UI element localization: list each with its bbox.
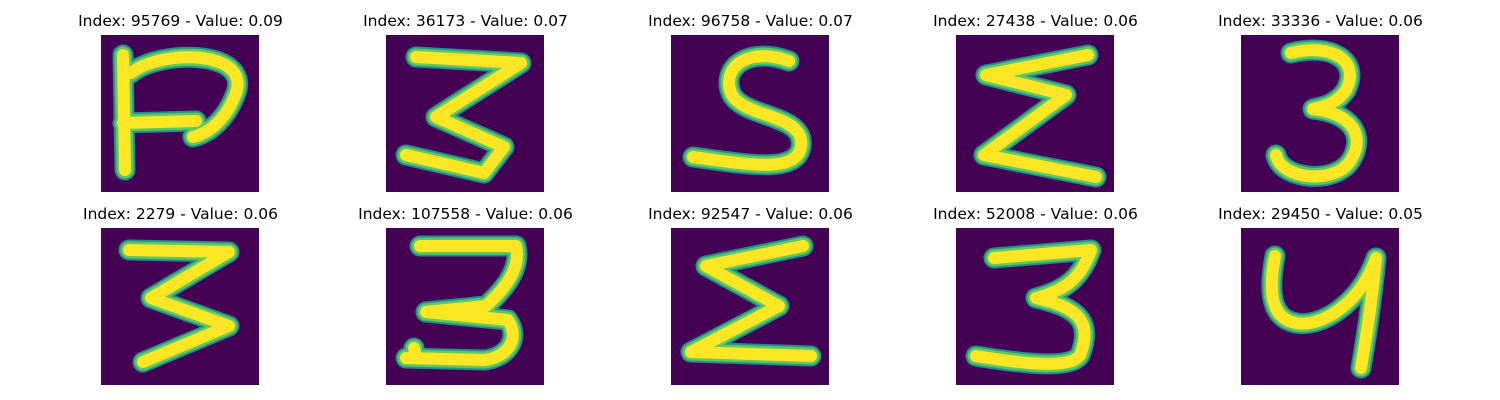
digit-image [101, 35, 259, 192]
panel-title: Index: 27438 - Value: 0.06 [933, 12, 1138, 30]
panel-10: Index: 29450 - Value: 0.05 [1178, 193, 1463, 385]
digit-image [386, 35, 544, 192]
panel-title: Index: 33336 - Value: 0.06 [1218, 12, 1423, 30]
panel-5: Index: 33336 - Value: 0.06 [1178, 0, 1463, 192]
panel-6: Index: 2279 - Value: 0.06 [38, 193, 323, 385]
digit-image [1241, 35, 1399, 192]
digit-image [671, 35, 829, 192]
panel-1: Index: 95769 - Value: 0.09 [38, 0, 323, 192]
digit-image [1241, 228, 1399, 385]
digit-glyph [112, 44, 249, 181]
panel-title: Index: 29450 - Value: 0.05 [1218, 205, 1423, 223]
panel-4: Index: 27438 - Value: 0.06 [893, 0, 1178, 192]
panel-9: Index: 52008 - Value: 0.06 [893, 193, 1178, 385]
digit-image [386, 228, 544, 385]
digit-image [956, 35, 1114, 192]
panel-title: Index: 92547 - Value: 0.06 [648, 205, 853, 223]
panel-2: Index: 36173 - Value: 0.07 [323, 0, 608, 192]
panel-title: Index: 107558 - Value: 0.06 [358, 205, 573, 223]
panel-title: Index: 96758 - Value: 0.07 [648, 12, 853, 30]
panel-title: Index: 52008 - Value: 0.06 [933, 205, 1138, 223]
panel-title: Index: 95769 - Value: 0.09 [78, 12, 283, 30]
panel-3: Index: 96758 - Value: 0.07 [608, 0, 893, 192]
panel-title: Index: 36173 - Value: 0.07 [363, 12, 568, 30]
panel-title: Index: 2279 - Value: 0.06 [83, 205, 278, 223]
digit-image [101, 228, 259, 385]
digit-image [671, 228, 829, 385]
digit-image [956, 228, 1114, 385]
panel-7: Index: 107558 - Value: 0.06 [323, 193, 608, 385]
panel-8: Index: 92547 - Value: 0.06 [608, 193, 893, 385]
